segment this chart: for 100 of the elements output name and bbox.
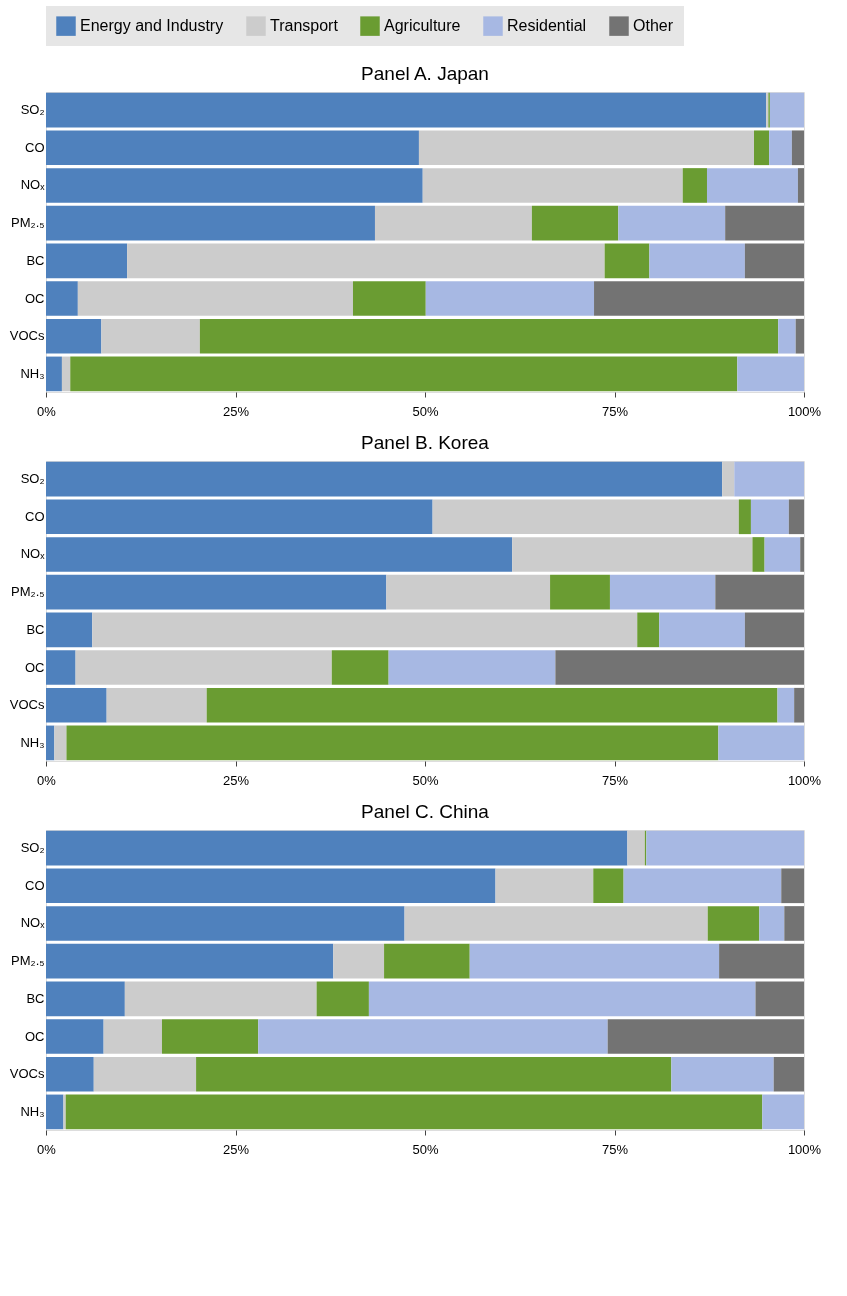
bar [46,1056,94,1092]
bar [753,130,770,166]
bar [797,168,804,203]
y-tick-label: SO₂ [20,840,45,856]
bar [715,574,804,610]
bar [46,318,102,354]
bar [607,1019,804,1054]
bar [432,499,739,535]
bar [593,868,624,904]
bar [623,868,782,904]
bar [794,687,804,723]
x-tick-label: 25% [222,1141,250,1157]
y-tick-label: CO [25,877,45,893]
bar [531,205,619,241]
bar [404,906,708,941]
bar [784,906,804,941]
bar [800,537,804,572]
bar [495,868,594,904]
bar [773,1056,804,1092]
bar [725,205,804,241]
bar [46,830,628,866]
x-tick-label: 50% [412,772,439,788]
bar [161,1019,259,1054]
x-tick-label: 50% [412,1141,439,1157]
bar [66,725,719,761]
bar [352,281,426,316]
bar [706,168,798,203]
bar [46,281,78,316]
y-tick-label: PM₂.₅ [11,215,45,231]
bar [92,612,638,648]
y-tick-label: CO [25,508,45,524]
bar [637,612,660,648]
bar [671,1056,774,1092]
chart-title: Panel A. Japan [361,63,489,84]
bar [744,243,804,279]
bar [65,1094,763,1130]
bar [46,1094,64,1130]
bar [618,205,726,241]
bar [734,461,804,497]
bar [258,1019,608,1054]
bar [649,243,745,279]
bar [46,92,767,128]
y-tick-label: NH₃ [20,734,45,750]
bar [46,725,55,761]
bar [594,281,804,316]
bar [512,537,753,572]
bar [759,906,785,941]
legend-label: Other [633,17,674,35]
bar [722,461,735,497]
bar [750,499,789,535]
y-tick-label: BC [26,621,45,637]
bar [604,243,650,279]
bar [682,168,707,203]
y-tick-label: OC [25,659,45,675]
bar [46,1019,104,1054]
bar [388,650,556,685]
bar [374,205,532,241]
bar [788,499,804,535]
bar [659,612,745,648]
bar [46,205,375,241]
bar [386,574,551,610]
bar [46,650,76,685]
bar [196,1056,672,1092]
bar [744,612,804,648]
bar [422,168,683,203]
bar [777,687,795,723]
bar [755,981,804,1017]
bar [555,650,804,685]
bar [46,687,107,723]
bar [707,906,760,941]
y-tick-label: OC [25,1028,45,1044]
y-tick-label: NOₓ [20,915,46,931]
y-tick-label: NOₓ [20,177,46,193]
bar [769,130,792,166]
bar [384,943,470,979]
bar [762,1094,804,1130]
bar [54,725,67,761]
bar [646,830,804,866]
y-tick-label: SO₂ [20,471,45,487]
bar [46,943,334,979]
bar [778,318,796,354]
bar [61,356,71,392]
bar [46,243,128,279]
bar [46,981,125,1017]
x-tick-label: 0% [37,403,57,419]
y-tick-label: PM₂.₅ [11,953,45,969]
bar [103,1019,162,1054]
y-tick-label: BC [26,990,45,1006]
x-tick-label: 75% [601,772,629,788]
y-tick-label: BC [26,252,45,268]
bar [627,830,645,866]
y-tick-label: OC [25,290,45,306]
bar [46,574,387,610]
y-tick-label: VOCs [9,1066,45,1082]
bar [77,281,353,316]
bar [46,537,513,572]
bar [206,687,778,723]
x-tick-label: 75% [601,1141,629,1157]
bar [737,356,804,392]
bar [769,92,804,128]
